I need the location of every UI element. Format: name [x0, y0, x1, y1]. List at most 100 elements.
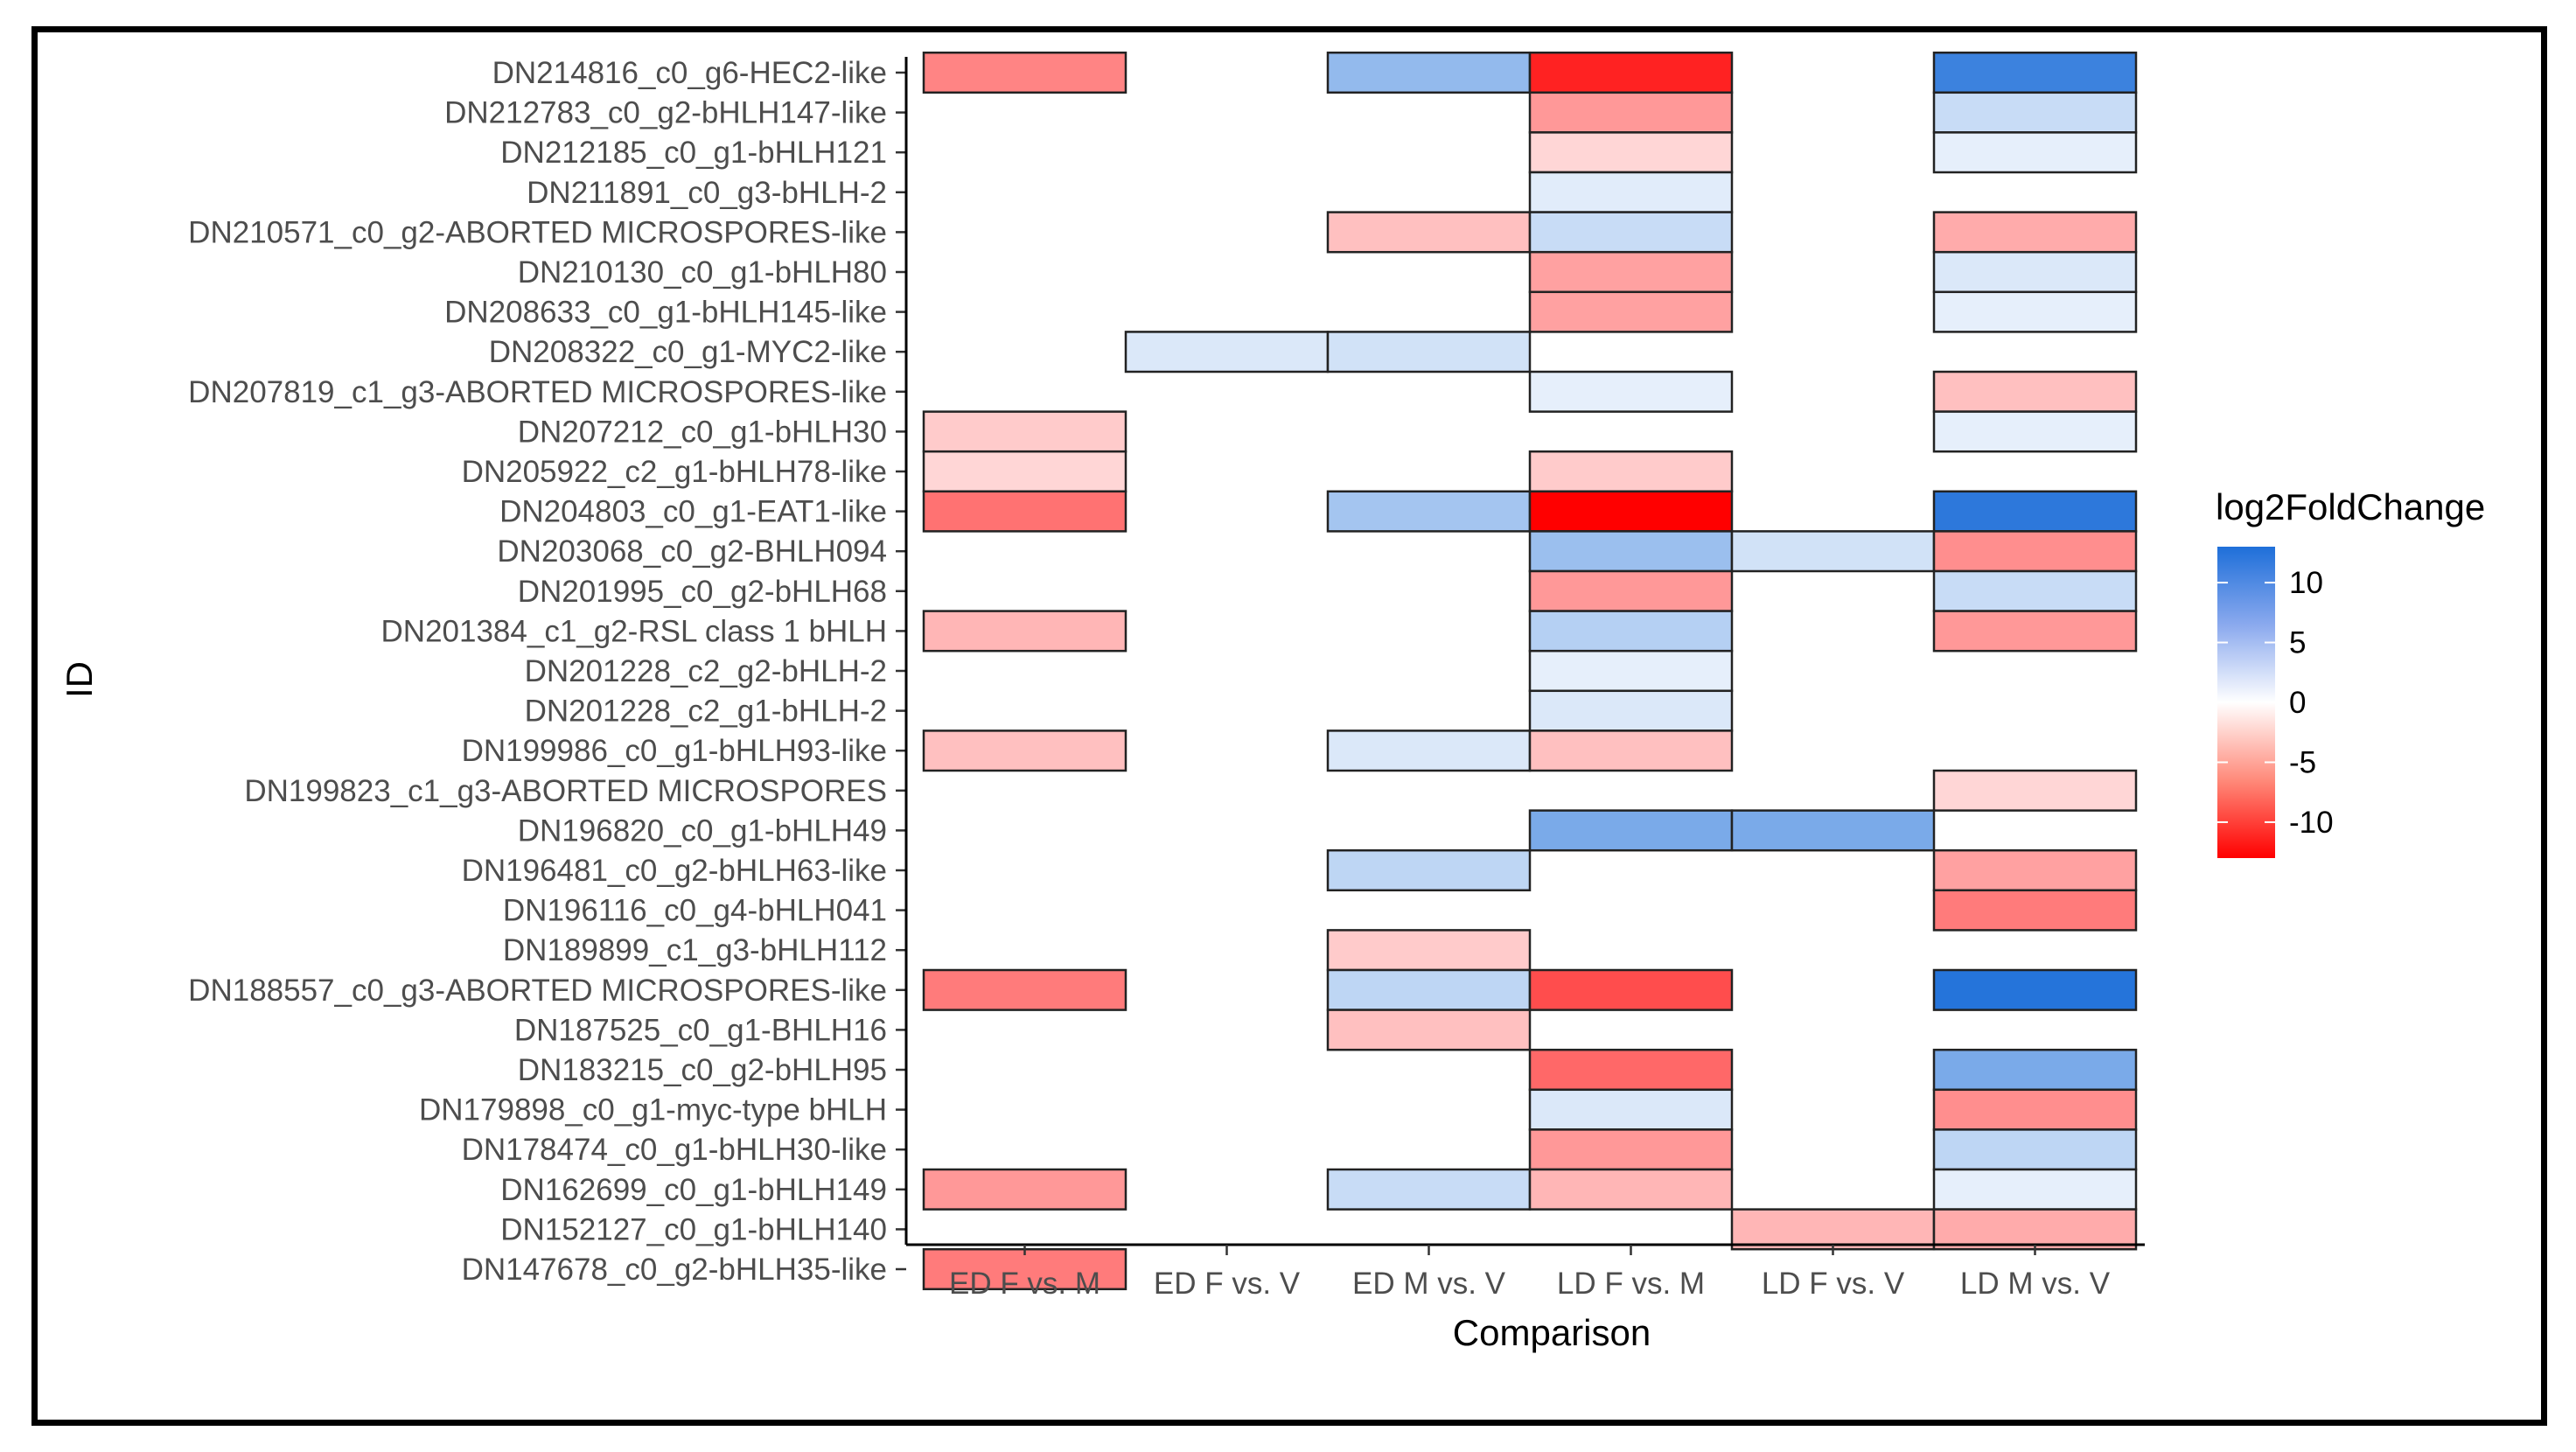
- row-label: DN210571_c0_g2-ABORTED MICROSPORES-like: [188, 215, 887, 249]
- heatmap-cell: [1932, 410, 2138, 453]
- heatmap-cell: [1932, 370, 2138, 413]
- column-label: ED F vs. V: [1154, 1267, 1301, 1301]
- heatmap-cell: [922, 450, 1127, 493]
- legend-ticks: 10 5 0 -5 -10: [2217, 566, 2334, 840]
- legend-tick-label: -5: [2289, 745, 2316, 779]
- row-label: DN201384_c1_g2-RSL class 1 bHLH: [381, 614, 887, 648]
- heatmap-cell: [1932, 1208, 2138, 1251]
- row-label: DN203068_c0_g2-BHLH094: [497, 534, 887, 569]
- heatmap-cell: [1326, 968, 1532, 1011]
- row-label: DN205922_c2_g1-bHLH78-like: [462, 455, 887, 489]
- heatmap-cell: [1528, 610, 1734, 653]
- heatmap-cell: [1528, 250, 1734, 294]
- heatmap-cell: [922, 410, 1127, 453]
- row-label: DN208322_c0_g1-MYC2-like: [489, 335, 887, 369]
- heatmap-cell: [1932, 250, 2138, 294]
- column-label: LD F vs. M: [1557, 1267, 1705, 1301]
- heatmap-cell: [1528, 211, 1734, 254]
- row-label: DN187525_c0_g1-BHLH16: [514, 1013, 887, 1047]
- row-label: DN178474_c0_g1-bHLH30-like: [462, 1133, 887, 1167]
- heatmap-cell: [1528, 530, 1734, 573]
- row-label: DN214816_c0_g6-HEC2-like: [492, 56, 887, 90]
- heatmap-cell: [1932, 569, 2138, 612]
- heatmap-cell: [1326, 490, 1532, 533]
- row-label: DN201995_c0_g2-bHLH68: [518, 575, 887, 609]
- column-label: LD F vs. V: [1762, 1267, 1905, 1301]
- heatmap-cell: [1932, 1088, 2138, 1131]
- heatmap-cell: [1730, 530, 1936, 573]
- heatmap-cell: [1932, 769, 2138, 812]
- heatmap-cell: [922, 610, 1127, 653]
- heatmap-cell: [1932, 610, 2138, 653]
- heatmap-cell: [922, 729, 1127, 772]
- heatmap-cell: [1932, 51, 2138, 94]
- heatmap-cell: [1326, 331, 1532, 373]
- heatmap-cell: [1932, 131, 2138, 174]
- row-label: DN199986_c0_g1-bHLH93-like: [462, 734, 887, 768]
- row-label: DN201228_c2_g1-bHLH-2: [525, 695, 887, 729]
- heatmap-cell: [1932, 848, 2138, 892]
- heatmap-cell: [1730, 1208, 1936, 1251]
- row-label: DN196820_c0_g1-bHLH49: [518, 813, 887, 848]
- heatmap-cell: [1528, 689, 1734, 732]
- heatmap-cell: [1528, 370, 1734, 413]
- heatmap-cell: [1326, 51, 1532, 94]
- row-label: DN152127_c0_g1-bHLH140: [500, 1212, 887, 1246]
- column-label: LD M vs. V: [1960, 1267, 2111, 1301]
- heatmap-cell: [1932, 889, 2138, 932]
- heatmap-cell: [1528, 1088, 1734, 1131]
- heatmap-cell: [1528, 729, 1734, 772]
- heatmap-cell: [1932, 91, 2138, 134]
- figure-frame: DN214816_c0_g6-HEC2-like DN212783_c0_g2-b…: [31, 26, 2547, 1426]
- heatmap-cell: [1326, 848, 1532, 892]
- heatmap-cell: [1932, 1168, 2138, 1211]
- heatmap-cell: [1932, 968, 2138, 1011]
- heatmap-cell: [922, 51, 1127, 94]
- heatmap-cell: [1528, 1128, 1734, 1171]
- legend-title: log2FoldChange: [2216, 486, 2485, 527]
- x-axis-tick-labels: ED F vs. M ED F vs. V ED M vs. V LD F vs. M…: [949, 1245, 2111, 1301]
- x-axis-title: Comparison: [1453, 1312, 1651, 1353]
- heatmap-cell: [1326, 1009, 1532, 1051]
- column-label: ED M vs. V: [1352, 1267, 1506, 1301]
- heatmap-cell: [1528, 1168, 1734, 1211]
- heatmap-cell: [1326, 729, 1532, 772]
- color-legend: log2FoldChange 10 5 0 -5 -10: [2216, 486, 2485, 858]
- row-label: DN201228_c2_g2-bHLH-2: [525, 654, 887, 688]
- row-label: DN199823_c1_g3-ABORTED MICROSPORES: [244, 774, 887, 808]
- legend-tick-label: 0: [2289, 686, 2306, 720]
- heatmap-cell: [922, 490, 1127, 533]
- row-label: DN207212_c0_g1-bHLH30: [518, 415, 887, 449]
- row-label: DN188557_c0_g3-ABORTED MICROSPORES-like: [188, 974, 887, 1008]
- row-label: DN211891_c0_g3-bHLH-2: [527, 176, 887, 210]
- heatmap-cell: [1528, 968, 1734, 1011]
- row-label: DN183215_c0_g2-bHLH95: [518, 1053, 887, 1087]
- heatmap-cell: [1326, 1168, 1532, 1211]
- row-label: DN210130_c0_g1-bHLH80: [518, 255, 887, 290]
- column-label: ED F vs. M: [949, 1267, 1100, 1301]
- heatmap-cell: [1528, 450, 1734, 493]
- heatmap-chart: DN214816_c0_g6-HEC2-like DN212783_c0_g2-b…: [59, 51, 2485, 1353]
- heatmap-cell: [922, 968, 1127, 1011]
- axes: [904, 57, 2145, 1246]
- heatmap-cell: [1932, 1048, 2138, 1092]
- heatmap-cell: [1528, 131, 1734, 174]
- heatmap-cell: [1528, 290, 1734, 333]
- heatmap-cell: [1932, 1128, 2138, 1171]
- heatmap-cell: [1528, 51, 1734, 94]
- legend-tick-label: 10: [2289, 566, 2323, 600]
- row-label: DN147678_c0_g2-bHLH35-like: [462, 1253, 887, 1287]
- legend-tick-label: 5: [2289, 626, 2306, 660]
- row-label: DN212185_c0_g1-bHLH121: [500, 136, 887, 170]
- heatmap-cells: [922, 51, 2138, 1291]
- heatmap-cell: [1528, 1048, 1734, 1092]
- row-label: DN207819_c1_g3-ABORTED MICROSPORES-like: [188, 375, 887, 409]
- heatmap-cell: [922, 1168, 1127, 1211]
- legend-tick-label: -10: [2289, 806, 2334, 840]
- heatmap-cell: [1932, 211, 2138, 254]
- row-label: DN204803_c0_g1-EAT1-like: [499, 495, 887, 529]
- heatmap-cell: [1932, 530, 2138, 573]
- heatmap-cell: [1730, 809, 1936, 852]
- heatmap-cell: [1326, 929, 1532, 972]
- heatmap-cell: [1932, 490, 2138, 533]
